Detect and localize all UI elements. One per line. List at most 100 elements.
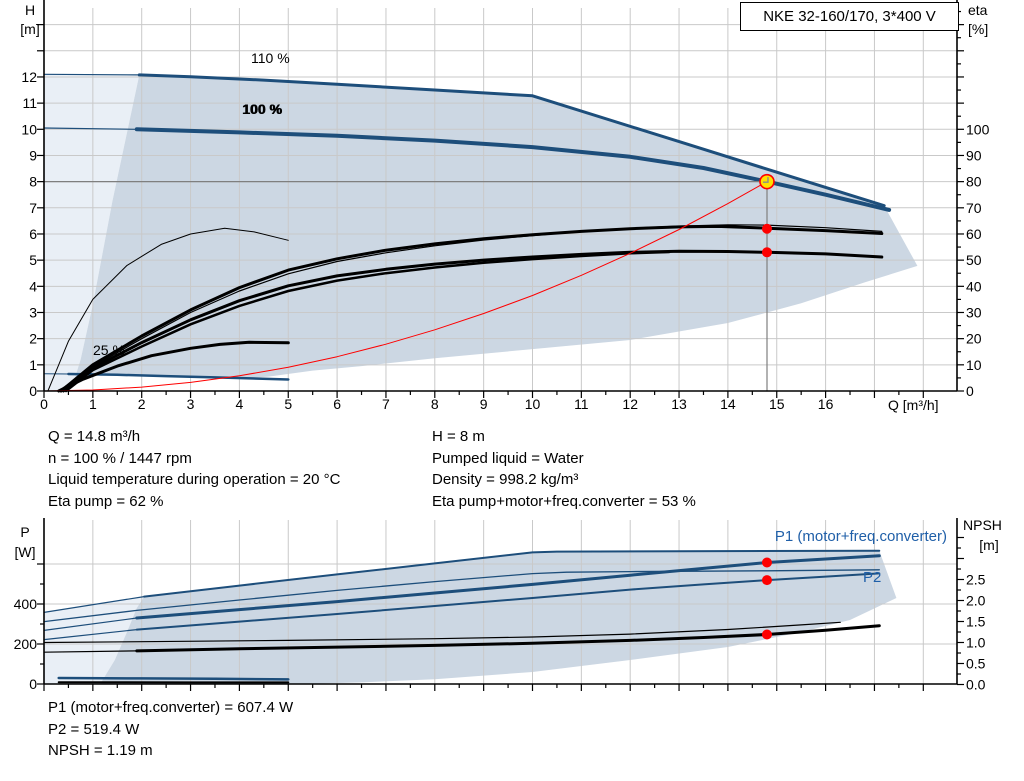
svg-text:7: 7 xyxy=(29,200,37,216)
npsh-curve-thin xyxy=(43,650,138,653)
readout-line-h: H = 8 m xyxy=(432,428,485,445)
svg-text:90: 90 xyxy=(966,147,982,163)
svg-text:2: 2 xyxy=(138,396,146,412)
svg-text:12: 12 xyxy=(21,69,37,85)
npsh-axis-unit: [m] xyxy=(979,537,999,553)
svg-text:10: 10 xyxy=(21,121,37,137)
svg-text:7: 7 xyxy=(382,396,390,412)
svg-text:6: 6 xyxy=(29,226,37,242)
svg-text:9: 9 xyxy=(480,396,488,412)
svg-text:8: 8 xyxy=(431,396,439,412)
readout-line-npsh: NPSH = 1.19 m xyxy=(48,742,153,759)
p2-curve-label: P2 xyxy=(863,569,882,586)
eta-total-curve xyxy=(62,249,884,393)
svg-text:20: 20 xyxy=(966,331,982,347)
readout-line-eta-total: Eta pump+motor+freq.converter = 53 % xyxy=(432,492,696,510)
speed-110-curve xyxy=(137,73,886,208)
left-axis-ticks: 0 200 400 xyxy=(14,563,44,692)
npsh-110-curve xyxy=(43,621,841,644)
svg-text:3: 3 xyxy=(187,396,195,412)
right-axis-ticks: 0.0 0.5 1.0 1.5 2.0 2.5 xyxy=(957,536,986,693)
svg-text:5: 5 xyxy=(29,252,37,268)
p1-110-limit-curve xyxy=(143,549,881,598)
pump-title-box: NKE 32-160/170, 3*400 V xyxy=(740,2,959,31)
svg-text:4: 4 xyxy=(29,278,37,294)
speed-25-label: 25 % xyxy=(93,342,125,358)
readout-line-q: Q = 14.8 m³/h xyxy=(48,428,141,445)
speed-100-label: 100 % xyxy=(242,101,282,117)
svg-text:60: 60 xyxy=(966,226,982,242)
p-25-curve-blue xyxy=(57,676,290,681)
svg-text:0.5: 0.5 xyxy=(966,656,986,672)
system-curve xyxy=(43,181,768,392)
readout-line-speed: n = 100 % / 1447 rpm xyxy=(48,449,192,467)
eta-total-curve-2 xyxy=(64,250,671,393)
svg-text:1: 1 xyxy=(89,396,97,412)
svg-text:2.0: 2.0 xyxy=(966,593,986,609)
p2-curve-thin xyxy=(43,628,138,641)
eta-axis-unit: [%] xyxy=(968,21,989,37)
svg-text:1.0: 1.0 xyxy=(966,635,986,651)
readout-line-p1: P1 (motor+freq.converter) = 607.4 W xyxy=(48,699,294,716)
svg-text:16: 16 xyxy=(818,396,834,412)
svg-text:0: 0 xyxy=(29,383,37,399)
svg-text:30: 30 xyxy=(966,304,982,320)
svg-text:0: 0 xyxy=(40,396,48,412)
speed-110-curve-thin xyxy=(43,73,140,76)
readout-line-temp: Liquid temperature during operation = 20… xyxy=(48,471,341,488)
p2-point xyxy=(761,575,772,586)
eta-25-curve xyxy=(57,340,290,393)
band-top-thin xyxy=(43,595,145,614)
npsh-point xyxy=(761,629,772,640)
svg-text:100: 100 xyxy=(966,121,990,137)
operating-envelope xyxy=(68,74,918,392)
power-npsh-chart: 0 200 400 0.0 0.5 1.0 1.5 2.0 2.5 xyxy=(14,518,986,693)
duty-readout-right: H = 8 m Pumped liquid = Water Density = … xyxy=(432,426,696,512)
npsh-curve xyxy=(135,624,881,653)
svg-text:400: 400 xyxy=(14,596,38,612)
readout-line-liquid: Pumped liquid = Water xyxy=(432,449,584,467)
bottom-axis-ticks: 0 1 2 3 4 5 6 7 8 9 10 11 12 13 14 15 16 xyxy=(40,391,924,412)
svg-text:10: 10 xyxy=(966,357,982,373)
duty-point[interactable] xyxy=(759,173,775,190)
q-axis-title: Q [m³/h] xyxy=(888,397,939,413)
eta-pump-point xyxy=(761,223,772,234)
svg-text:2: 2 xyxy=(29,331,37,347)
speed-25-curve xyxy=(67,372,290,381)
speed-110-label: 110 % xyxy=(251,50,290,66)
p1-curve-label: P1 (motor+freq.converter) xyxy=(774,528,947,545)
eta-axis-title: eta xyxy=(968,2,988,18)
svg-text:6: 6 xyxy=(333,396,341,412)
p1-point xyxy=(761,557,772,568)
readout-line-eta-pump: Eta pump = 62 % xyxy=(48,492,164,510)
svg-text:1: 1 xyxy=(29,357,37,373)
p1-curve-thin xyxy=(43,617,138,632)
eta-curve-small-speed xyxy=(47,227,289,392)
eta-pump-curve xyxy=(59,224,884,393)
svg-text:4: 4 xyxy=(236,396,244,412)
allowed-range-low-flow xyxy=(44,74,140,392)
svg-text:200: 200 xyxy=(14,636,38,652)
p1-curve xyxy=(135,554,881,620)
p2-110-curve xyxy=(43,569,880,623)
svg-text:11: 11 xyxy=(22,95,37,111)
svg-text:40: 40 xyxy=(966,278,982,294)
svg-text:5: 5 xyxy=(284,396,292,412)
svg-text:80: 80 xyxy=(966,174,982,190)
p2-curve xyxy=(135,572,881,631)
svg-text:9: 9 xyxy=(29,147,37,163)
eta-pump-curve-thin xyxy=(58,224,883,392)
svg-text:12: 12 xyxy=(622,396,638,412)
svg-text:15: 15 xyxy=(769,396,785,412)
svg-text:13: 13 xyxy=(671,396,687,412)
svg-text:2.5: 2.5 xyxy=(966,572,986,588)
readout-line-density: Density = 998.2 kg/m³ xyxy=(432,471,579,488)
svg-text:1.5: 1.5 xyxy=(966,614,986,630)
speed-100-curve-thin xyxy=(43,127,138,130)
svg-text:10: 10 xyxy=(525,396,541,412)
h-axis-unit: [m] xyxy=(20,21,40,37)
eta-total-point xyxy=(761,247,772,258)
